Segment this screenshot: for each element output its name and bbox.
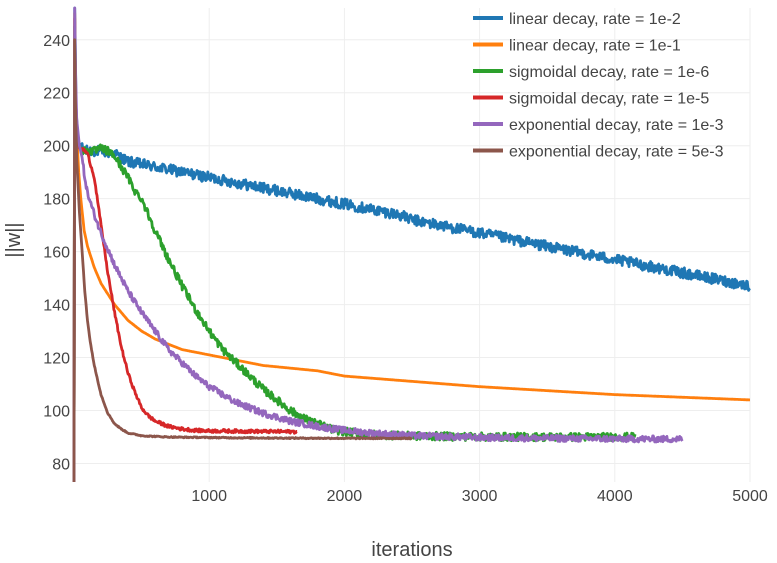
- y-tick-label: 140: [43, 298, 70, 315]
- legend-item[interactable]: exponential decay, rate = 5e-3: [473, 144, 724, 161]
- legend-label: exponential decay, rate = 1e-3: [509, 117, 724, 134]
- legend-label: sigmoidal decay, rate = 1e-6: [509, 64, 709, 81]
- y-tick-label: 200: [43, 139, 70, 156]
- x-tick-label: 5000: [732, 488, 768, 505]
- y-tick-label: 220: [43, 86, 70, 103]
- legend-item[interactable]: exponential decay, rate = 1e-3: [473, 117, 724, 134]
- series-line-2: [72, 11, 751, 483]
- x-tick-label: 4000: [597, 488, 633, 505]
- y-tick-label: 80: [52, 456, 70, 473]
- legend-item[interactable]: sigmoidal decay, rate = 1e-6: [473, 64, 709, 81]
- y-axis-ticks: 80 100 120 140 160 180 200 220 240: [43, 33, 70, 474]
- y-tick-label: 120: [43, 351, 70, 368]
- legend-label: exponential decay, rate = 5e-3: [509, 144, 724, 161]
- legend-label: linear decay, rate = 1e-2: [509, 11, 681, 28]
- legend-item[interactable]: linear decay, rate = 1e-2: [473, 11, 681, 28]
- x-tick-label: 1000: [191, 488, 227, 505]
- legend-item[interactable]: sigmoidal decay, rate = 1e-5: [473, 91, 709, 108]
- y-axis-title: ||w||: [3, 222, 25, 257]
- x-tick-label: 3000: [462, 488, 498, 505]
- series-line-4: [72, 17, 298, 483]
- series-line-6: [72, 38, 413, 483]
- legend-item[interactable]: linear decay, rate = 1e-1: [473, 38, 681, 55]
- series-line-5: [72, 6, 684, 483]
- series-line-1: [72, 6, 751, 483]
- x-axis-ticks: 1000 2000 3000 4000 5000: [191, 488, 767, 505]
- x-tick-label: 2000: [327, 488, 363, 505]
- legend-label: sigmoidal decay, rate = 1e-5: [509, 91, 709, 108]
- y-tick-label: 100: [43, 404, 70, 421]
- y-tick-label: 180: [43, 192, 70, 209]
- legend: linear decay, rate = 1e-2 linear decay, r…: [473, 11, 724, 161]
- grid: [74, 8, 751, 482]
- y-tick-label: 160: [43, 245, 70, 262]
- x-axis-title: iterations: [371, 539, 452, 561]
- series-layer: [72, 6, 751, 483]
- legend-label: linear decay, rate = 1e-1: [509, 38, 681, 55]
- y-tick-label: 240: [43, 33, 70, 50]
